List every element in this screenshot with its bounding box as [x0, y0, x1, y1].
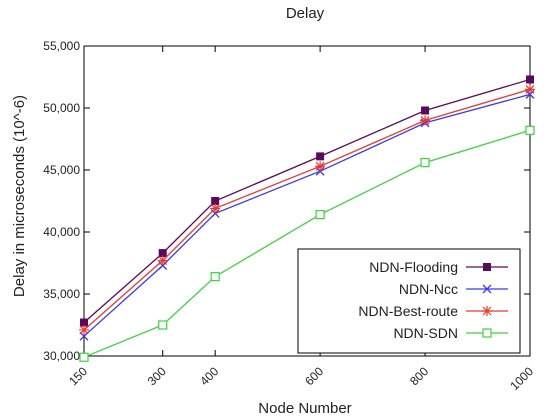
data-point-ndn-flooding: [211, 197, 220, 205]
data-point-ndn-flooding: [80, 318, 88, 327]
series-ndn-flooding: [80, 75, 534, 327]
x-tick-label: 800: [407, 364, 431, 388]
legend-marker-ndn-flooding: [483, 263, 491, 271]
data-point-ndn-best-route: [157, 255, 168, 266]
legend-label-ndn-ncc: NDN-Ncc: [399, 281, 458, 297]
legend: NDN-Flooding NDN-Ncc NDN-Best-route NDN-SDN: [297, 248, 521, 354]
y-tick-label: 35,000: [43, 287, 80, 301]
plot-border: [83, 45, 531, 357]
data-point-ndn-sdn: [79, 352, 89, 362]
y-tick-label: 55,000: [43, 39, 80, 53]
data-point-ndn-best-route: [210, 203, 221, 214]
legend-marker-ndn-best-route: [482, 306, 492, 316]
data-point-ndn-best-route: [315, 161, 326, 172]
series-ndn-sdn: [79, 125, 535, 362]
series-line-ndn-ncc: [83, 93, 531, 337]
data-point-ndn-flooding: [316, 152, 325, 161]
data-point-ndn-flooding: [158, 249, 167, 258]
y-tick-label: 30,000: [43, 349, 80, 363]
data-point-ndn-sdn: [158, 320, 168, 330]
x-tick-label: 400: [197, 364, 221, 388]
series-ndn-best-route: [79, 84, 535, 335]
data-point-ndn-ncc: [79, 331, 89, 341]
data-point-ndn-sdn: [210, 272, 220, 282]
chart-title: Delay: [286, 5, 325, 22]
x-axis-title: Node Number: [258, 400, 351, 417]
data-point-ndn-flooding: [421, 106, 430, 115]
y-tick-label: 45,000: [43, 163, 80, 177]
legend-label-ndn-sdn: NDN-SDN: [393, 325, 458, 341]
plot-frame: [83, 45, 531, 357]
series-line-ndn-sdn: [83, 129, 531, 358]
x-tick-label: 150: [66, 364, 90, 388]
data-point-ndn-sdn: [420, 157, 430, 168]
data-point-ndn-best-route: [79, 324, 89, 335]
series-line-ndn-flooding: [83, 78, 531, 323]
series-line-ndn-best-route: [83, 88, 531, 331]
series-layer: [79, 75, 535, 362]
legend-marker-ndn-sdn: [482, 328, 492, 338]
x-tick-label: 300: [145, 364, 169, 388]
data-point-ndn-sdn: [315, 210, 325, 220]
data-point-ndn-best-route: [525, 84, 535, 95]
y-axis: 30,000 35,000 40,000 45,000 50,000 55,000: [43, 39, 530, 363]
y-tick-label: 40,000: [43, 225, 80, 239]
data-point-ndn-best-route: [420, 115, 431, 126]
x-tick-label: 600: [302, 364, 326, 388]
x-tick-label: 1000: [507, 364, 536, 393]
y-tick-label: 50,000: [43, 101, 80, 115]
data-point-ndn-flooding: [526, 75, 534, 84]
legend-label-ndn-flooding: NDN-Flooding: [369, 259, 458, 275]
legend-marker-ndn-ncc: [482, 284, 492, 294]
legend-label-ndn-best-route: NDN-Best-route: [358, 303, 458, 319]
y-axis-title: Delay in microseconds (10^-6): [11, 95, 28, 297]
data-point-ndn-sdn: [525, 125, 535, 135]
